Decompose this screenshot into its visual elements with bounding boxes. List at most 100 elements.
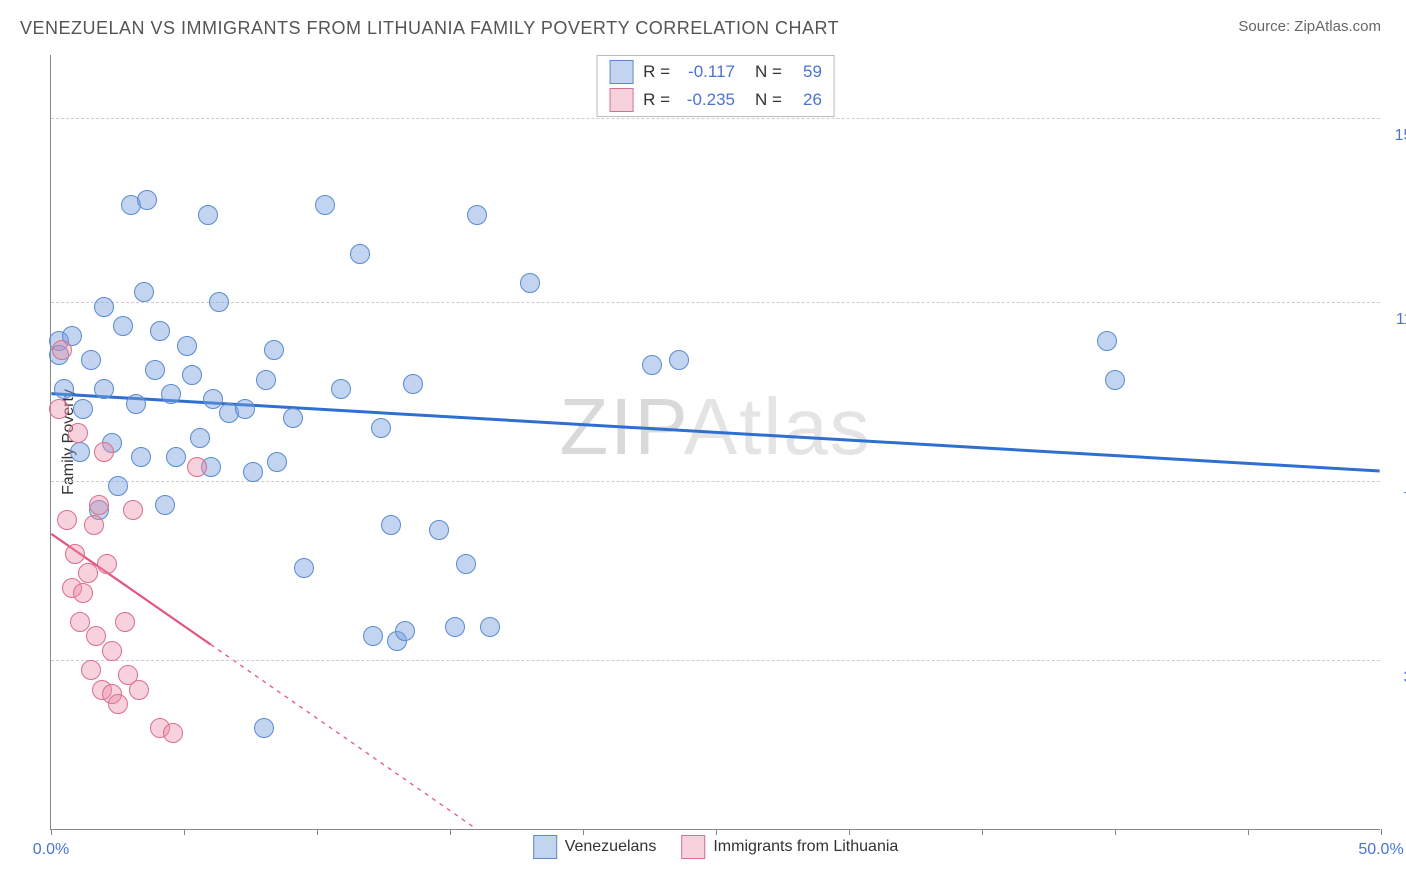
data-point (395, 621, 415, 641)
data-point (283, 408, 303, 428)
data-point (429, 520, 449, 540)
data-point (78, 563, 98, 583)
x-tick (184, 829, 185, 835)
y-tick-label: 3.8% (1385, 669, 1406, 687)
swatch-lithuania (681, 835, 705, 859)
gridline (51, 118, 1380, 119)
series-legend: Venezuelans Immigrants from Lithuania (533, 835, 899, 859)
data-point (235, 399, 255, 419)
data-point (108, 694, 128, 714)
legend-item-venezuelans: Venezuelans (533, 835, 657, 859)
x-tick (1381, 829, 1382, 835)
x-tick (982, 829, 983, 835)
x-tick (1248, 829, 1249, 835)
data-point (331, 379, 351, 399)
x-tick-label: 50.0% (1358, 841, 1403, 859)
data-point (190, 428, 210, 448)
data-point (198, 205, 218, 225)
data-point (113, 316, 133, 336)
data-point (65, 544, 85, 564)
data-point (94, 379, 114, 399)
y-tick-label: 15.0% (1385, 127, 1406, 145)
data-point (182, 365, 202, 385)
data-point (243, 462, 263, 482)
data-point (54, 379, 74, 399)
data-point (86, 626, 106, 646)
data-point (73, 583, 93, 603)
plot-area: ZIPAtlas Family Poverty R = -0.117 N = 5… (50, 55, 1380, 830)
data-point (254, 718, 274, 738)
data-point (129, 680, 149, 700)
data-point (445, 617, 465, 637)
data-point (84, 515, 104, 535)
data-point (642, 355, 662, 375)
gridline (51, 660, 1380, 661)
data-point (97, 554, 117, 574)
data-point (350, 244, 370, 264)
data-point (163, 723, 183, 743)
data-point (256, 370, 276, 390)
legend-item-lithuania: Immigrants from Lithuania (681, 835, 898, 859)
data-point (49, 399, 69, 419)
data-point (134, 282, 154, 302)
trend-lines (51, 55, 1380, 829)
data-point (70, 442, 90, 462)
data-point (456, 554, 476, 574)
data-point (150, 321, 170, 341)
data-point (123, 500, 143, 520)
data-point (381, 515, 401, 535)
data-point (52, 340, 72, 360)
data-point (94, 442, 114, 462)
data-point (155, 495, 175, 515)
data-point (137, 190, 157, 210)
data-point (115, 612, 135, 632)
x-tick (583, 829, 584, 835)
data-point (1097, 331, 1117, 351)
data-point (70, 612, 90, 632)
data-point (187, 457, 207, 477)
swatch-venezuelans (609, 60, 633, 84)
data-point (94, 297, 114, 317)
data-point (403, 374, 423, 394)
data-point (267, 452, 287, 472)
data-point (126, 394, 146, 414)
x-tick (317, 829, 318, 835)
data-point (315, 195, 335, 215)
data-point (520, 273, 540, 293)
data-point (480, 617, 500, 637)
chart-container: VENEZUELAN VS IMMIGRANTS FROM LITHUANIA … (0, 0, 1406, 892)
legend-row-venezuelans: R = -0.117 N = 59 (597, 58, 834, 86)
data-point (177, 336, 197, 356)
x-tick (849, 829, 850, 835)
data-point (57, 510, 77, 530)
correlation-legend: R = -0.117 N = 59 R = -0.235 N = 26 (596, 55, 835, 117)
swatch-lithuania (609, 88, 633, 112)
data-point (73, 399, 93, 419)
data-point (294, 558, 314, 578)
data-point (371, 418, 391, 438)
y-tick-label: 7.5% (1385, 490, 1406, 508)
data-point (161, 384, 181, 404)
data-point (68, 423, 88, 443)
data-point (209, 292, 229, 312)
data-point (669, 350, 689, 370)
swatch-venezuelans (533, 835, 557, 859)
data-point (81, 660, 101, 680)
data-point (81, 350, 101, 370)
data-point (203, 389, 223, 409)
data-point (131, 447, 151, 467)
chart-title: VENEZUELAN VS IMMIGRANTS FROM LITHUANIA … (20, 18, 839, 39)
data-point (264, 340, 284, 360)
data-point (467, 205, 487, 225)
data-point (89, 495, 109, 515)
gridline (51, 302, 1380, 303)
data-point (102, 641, 122, 661)
x-tick (51, 829, 52, 835)
data-point (363, 626, 383, 646)
x-tick (1115, 829, 1116, 835)
y-tick-label: 11.2% (1385, 311, 1406, 329)
data-point (145, 360, 165, 380)
source-label: Source: ZipAtlas.com (1238, 18, 1381, 35)
data-point (166, 447, 186, 467)
legend-row-lithuania: R = -0.235 N = 26 (597, 86, 834, 114)
